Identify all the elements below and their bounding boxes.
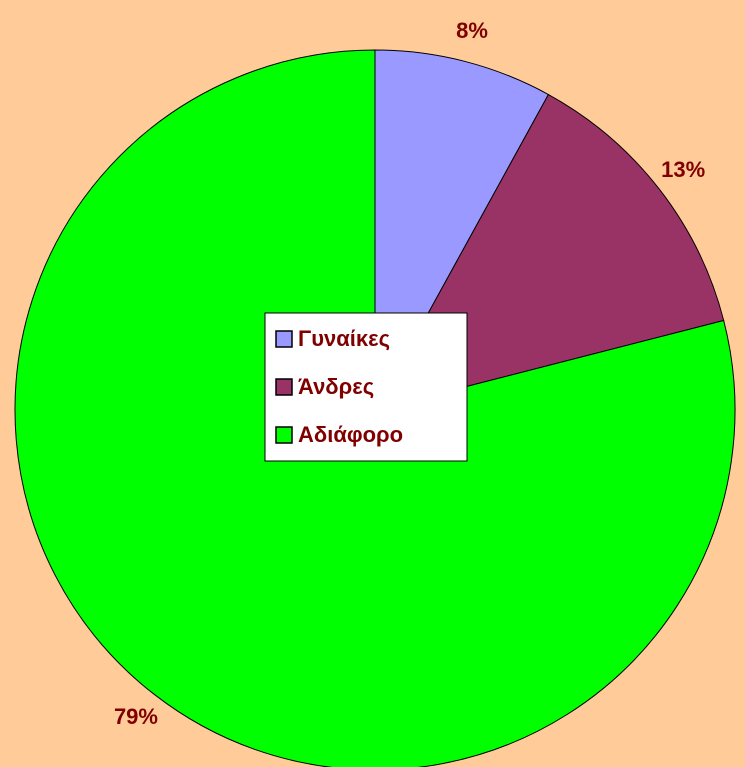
legend-swatch	[275, 426, 293, 444]
legend-swatch	[275, 378, 293, 396]
legend-swatch	[275, 330, 293, 348]
legend-label: Άνδρες	[298, 374, 374, 399]
legend-label: Αδιάφορο	[298, 422, 403, 447]
legend-box	[264, 312, 468, 462]
data-label: 8%	[456, 18, 488, 43]
data-label: 79%	[114, 704, 158, 729]
legend-label: Γυναίκες	[298, 326, 390, 351]
data-label: 13%	[661, 157, 705, 182]
